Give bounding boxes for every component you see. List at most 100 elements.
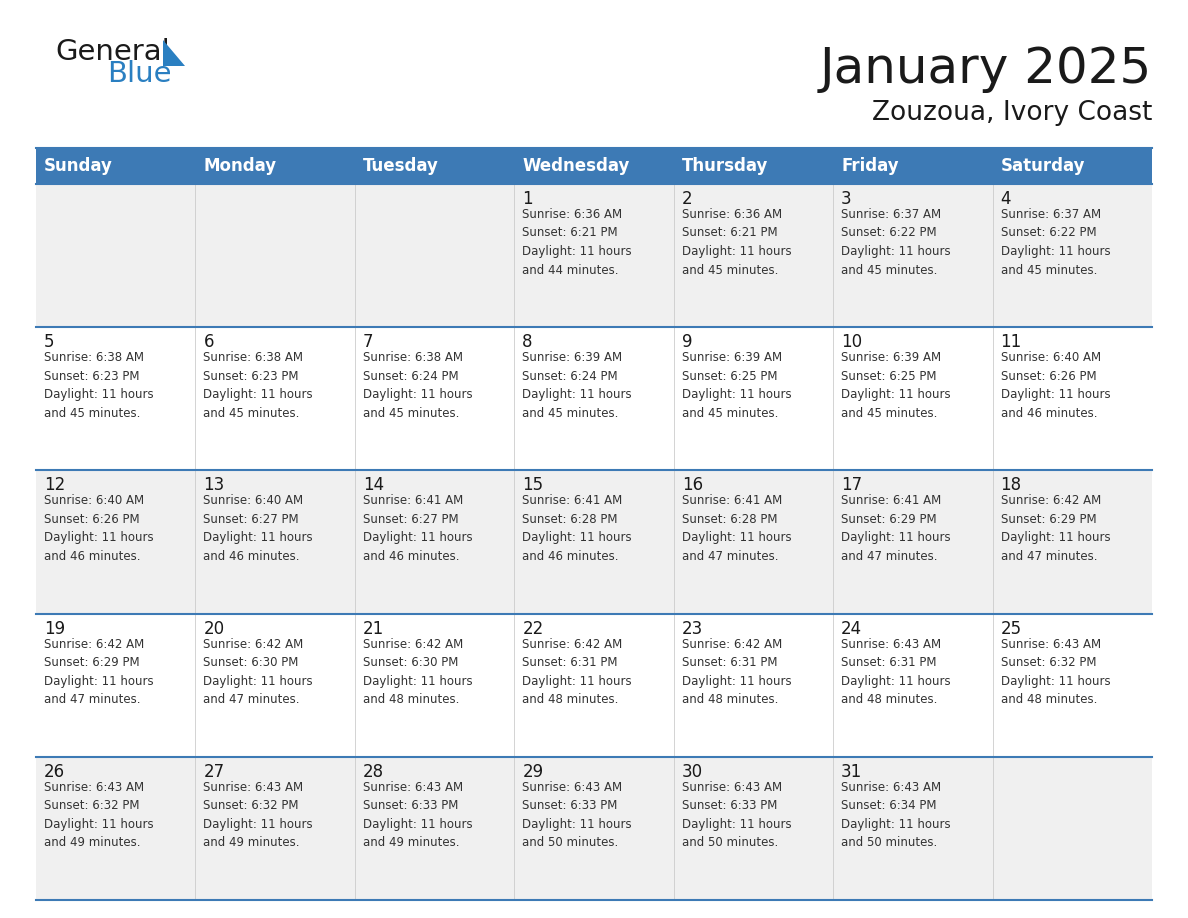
Bar <box>992 470 1152 613</box>
Text: 22: 22 <box>523 620 544 638</box>
Text: Friday: Friday <box>841 157 899 175</box>
Bar <box>196 470 355 613</box>
Bar <box>674 184 833 327</box>
Text: Sunrise: 6:43 AM
Sunset: 6:33 PM
Daylight: 11 hours
and 49 minutes.: Sunrise: 6:43 AM Sunset: 6:33 PM Dayligh… <box>362 781 473 849</box>
Text: 2: 2 <box>682 190 693 208</box>
Bar <box>355 613 514 756</box>
Text: 24: 24 <box>841 620 862 638</box>
Bar <box>196 613 355 756</box>
Text: Sunrise: 6:42 AM
Sunset: 6:30 PM
Daylight: 11 hours
and 47 minutes.: Sunrise: 6:42 AM Sunset: 6:30 PM Dayligh… <box>203 638 314 706</box>
Bar <box>674 148 833 184</box>
Text: Sunrise: 6:41 AM
Sunset: 6:29 PM
Daylight: 11 hours
and 47 minutes.: Sunrise: 6:41 AM Sunset: 6:29 PM Dayligh… <box>841 495 950 563</box>
Bar <box>36 470 196 613</box>
Text: Sunrise: 6:40 AM
Sunset: 6:26 PM
Daylight: 11 hours
and 46 minutes.: Sunrise: 6:40 AM Sunset: 6:26 PM Dayligh… <box>44 495 153 563</box>
Text: Monday: Monday <box>203 157 277 175</box>
Text: Tuesday: Tuesday <box>362 157 438 175</box>
Bar <box>36 756 196 900</box>
Text: General: General <box>55 38 170 66</box>
Text: Sunday: Sunday <box>44 157 113 175</box>
Text: 13: 13 <box>203 476 225 495</box>
Polygon shape <box>163 40 185 66</box>
Text: 30: 30 <box>682 763 703 781</box>
Text: Blue: Blue <box>107 60 171 88</box>
Text: 1: 1 <box>523 190 533 208</box>
Bar <box>355 756 514 900</box>
Bar <box>992 756 1152 900</box>
Bar <box>514 184 674 327</box>
Text: Saturday: Saturday <box>1000 157 1085 175</box>
Bar <box>674 327 833 470</box>
Text: Sunrise: 6:43 AM
Sunset: 6:32 PM
Daylight: 11 hours
and 48 minutes.: Sunrise: 6:43 AM Sunset: 6:32 PM Dayligh… <box>1000 638 1111 706</box>
Text: Sunrise: 6:42 AM
Sunset: 6:29 PM
Daylight: 11 hours
and 47 minutes.: Sunrise: 6:42 AM Sunset: 6:29 PM Dayligh… <box>44 638 153 706</box>
Text: Sunrise: 6:42 AM
Sunset: 6:29 PM
Daylight: 11 hours
and 47 minutes.: Sunrise: 6:42 AM Sunset: 6:29 PM Dayligh… <box>1000 495 1111 563</box>
Text: Sunrise: 6:43 AM
Sunset: 6:33 PM
Daylight: 11 hours
and 50 minutes.: Sunrise: 6:43 AM Sunset: 6:33 PM Dayligh… <box>682 781 791 849</box>
Bar <box>833 470 992 613</box>
Text: 27: 27 <box>203 763 225 781</box>
Text: Sunrise: 6:42 AM
Sunset: 6:30 PM
Daylight: 11 hours
and 48 minutes.: Sunrise: 6:42 AM Sunset: 6:30 PM Dayligh… <box>362 638 473 706</box>
Text: Sunrise: 6:43 AM
Sunset: 6:33 PM
Daylight: 11 hours
and 50 minutes.: Sunrise: 6:43 AM Sunset: 6:33 PM Dayligh… <box>523 781 632 849</box>
Text: Sunrise: 6:42 AM
Sunset: 6:31 PM
Daylight: 11 hours
and 48 minutes.: Sunrise: 6:42 AM Sunset: 6:31 PM Dayligh… <box>682 638 791 706</box>
Text: Sunrise: 6:40 AM
Sunset: 6:26 PM
Daylight: 11 hours
and 46 minutes.: Sunrise: 6:40 AM Sunset: 6:26 PM Dayligh… <box>1000 352 1111 420</box>
Text: Sunrise: 6:41 AM
Sunset: 6:28 PM
Daylight: 11 hours
and 47 minutes.: Sunrise: 6:41 AM Sunset: 6:28 PM Dayligh… <box>682 495 791 563</box>
Text: 29: 29 <box>523 763 543 781</box>
Bar <box>992 613 1152 756</box>
Bar <box>196 756 355 900</box>
Bar <box>992 148 1152 184</box>
Bar <box>992 327 1152 470</box>
Bar <box>992 184 1152 327</box>
Bar <box>514 327 674 470</box>
Bar <box>833 613 992 756</box>
Bar <box>355 184 514 327</box>
Bar <box>196 184 355 327</box>
Text: Sunrise: 6:43 AM
Sunset: 6:32 PM
Daylight: 11 hours
and 49 minutes.: Sunrise: 6:43 AM Sunset: 6:32 PM Dayligh… <box>203 781 314 849</box>
Text: 6: 6 <box>203 333 214 352</box>
Bar <box>36 184 196 327</box>
Text: 15: 15 <box>523 476 543 495</box>
Bar <box>674 470 833 613</box>
Text: 21: 21 <box>362 620 384 638</box>
Text: 23: 23 <box>682 620 703 638</box>
Text: Sunrise: 6:38 AM
Sunset: 6:23 PM
Daylight: 11 hours
and 45 minutes.: Sunrise: 6:38 AM Sunset: 6:23 PM Dayligh… <box>203 352 314 420</box>
Text: 10: 10 <box>841 333 862 352</box>
Bar <box>833 148 992 184</box>
Text: Sunrise: 6:37 AM
Sunset: 6:22 PM
Daylight: 11 hours
and 45 minutes.: Sunrise: 6:37 AM Sunset: 6:22 PM Dayligh… <box>1000 208 1111 276</box>
Text: 16: 16 <box>682 476 703 495</box>
Bar <box>355 470 514 613</box>
Text: Sunrise: 6:43 AM
Sunset: 6:34 PM
Daylight: 11 hours
and 50 minutes.: Sunrise: 6:43 AM Sunset: 6:34 PM Dayligh… <box>841 781 950 849</box>
Text: 5: 5 <box>44 333 55 352</box>
Bar <box>674 613 833 756</box>
Text: 17: 17 <box>841 476 862 495</box>
Text: Sunrise: 6:36 AM
Sunset: 6:21 PM
Daylight: 11 hours
and 45 minutes.: Sunrise: 6:36 AM Sunset: 6:21 PM Dayligh… <box>682 208 791 276</box>
Text: Sunrise: 6:42 AM
Sunset: 6:31 PM
Daylight: 11 hours
and 48 minutes.: Sunrise: 6:42 AM Sunset: 6:31 PM Dayligh… <box>523 638 632 706</box>
Text: Wednesday: Wednesday <box>523 157 630 175</box>
Text: 28: 28 <box>362 763 384 781</box>
Bar <box>514 148 674 184</box>
Bar <box>196 148 355 184</box>
Text: 4: 4 <box>1000 190 1011 208</box>
Bar <box>514 470 674 613</box>
Text: Thursday: Thursday <box>682 157 769 175</box>
Text: 7: 7 <box>362 333 373 352</box>
Text: Sunrise: 6:39 AM
Sunset: 6:24 PM
Daylight: 11 hours
and 45 minutes.: Sunrise: 6:39 AM Sunset: 6:24 PM Dayligh… <box>523 352 632 420</box>
Bar <box>833 184 992 327</box>
Bar <box>36 327 196 470</box>
Text: 14: 14 <box>362 476 384 495</box>
Text: Sunrise: 6:41 AM
Sunset: 6:28 PM
Daylight: 11 hours
and 46 minutes.: Sunrise: 6:41 AM Sunset: 6:28 PM Dayligh… <box>523 495 632 563</box>
Text: 8: 8 <box>523 333 532 352</box>
Text: Sunrise: 6:39 AM
Sunset: 6:25 PM
Daylight: 11 hours
and 45 minutes.: Sunrise: 6:39 AM Sunset: 6:25 PM Dayligh… <box>682 352 791 420</box>
Text: Sunrise: 6:39 AM
Sunset: 6:25 PM
Daylight: 11 hours
and 45 minutes.: Sunrise: 6:39 AM Sunset: 6:25 PM Dayligh… <box>841 352 950 420</box>
Text: Zouzoua, Ivory Coast: Zouzoua, Ivory Coast <box>872 100 1152 126</box>
Text: Sunrise: 6:40 AM
Sunset: 6:27 PM
Daylight: 11 hours
and 46 minutes.: Sunrise: 6:40 AM Sunset: 6:27 PM Dayligh… <box>203 495 314 563</box>
Bar <box>833 327 992 470</box>
Text: January 2025: January 2025 <box>820 45 1152 93</box>
Text: Sunrise: 6:38 AM
Sunset: 6:23 PM
Daylight: 11 hours
and 45 minutes.: Sunrise: 6:38 AM Sunset: 6:23 PM Dayligh… <box>44 352 153 420</box>
Text: 11: 11 <box>1000 333 1022 352</box>
Text: 9: 9 <box>682 333 693 352</box>
Text: 19: 19 <box>44 620 65 638</box>
Bar <box>355 327 514 470</box>
Text: Sunrise: 6:37 AM
Sunset: 6:22 PM
Daylight: 11 hours
and 45 minutes.: Sunrise: 6:37 AM Sunset: 6:22 PM Dayligh… <box>841 208 950 276</box>
Text: Sunrise: 6:36 AM
Sunset: 6:21 PM
Daylight: 11 hours
and 44 minutes.: Sunrise: 6:36 AM Sunset: 6:21 PM Dayligh… <box>523 208 632 276</box>
Text: 31: 31 <box>841 763 862 781</box>
Bar <box>36 148 196 184</box>
Bar <box>196 327 355 470</box>
